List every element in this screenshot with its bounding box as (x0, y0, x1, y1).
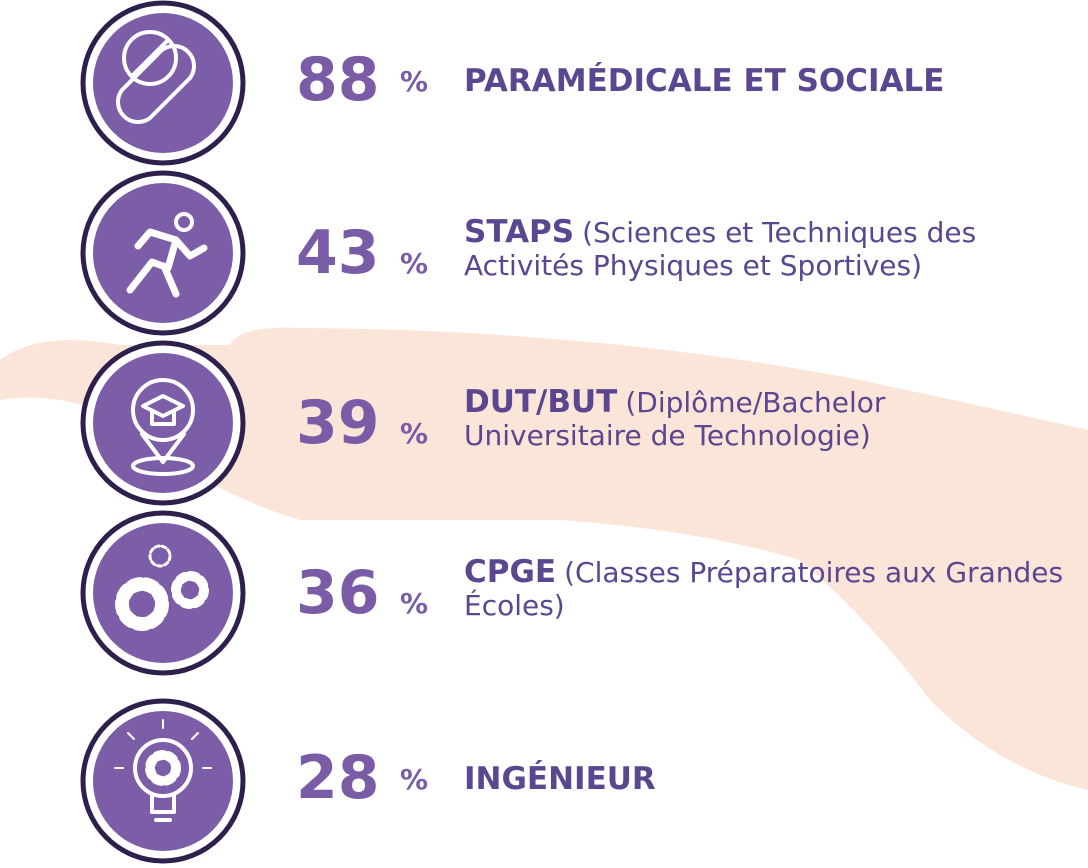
icon (80, 698, 246, 864)
label-name: STAPS (464, 214, 574, 250)
percent-value: 43 (296, 223, 380, 283)
label-name: CPGE (464, 554, 556, 590)
item: 36% CPGE(Classes Préparatoires aux Grande… (0, 510, 1088, 680)
icon (80, 340, 246, 506)
icon (80, 0, 246, 166)
icon (80, 510, 246, 676)
percent-sign: % (400, 590, 428, 618)
percent-value: 28 (296, 748, 380, 808)
label: STAPS(Sciences et Techniques des Activit… (464, 215, 1064, 281)
percent-value: 88 (296, 50, 380, 110)
label: DUT/BUT(Diplôme/Bachelor Universitaire d… (464, 385, 1064, 451)
percent-sign: % (400, 766, 428, 794)
item: 28% INGÉNIEUR (0, 698, 1088, 868)
percent-sign: % (400, 68, 428, 96)
percent-value: 36 (296, 563, 380, 623)
label: INGÉNIEUR (464, 762, 1064, 797)
item: 88% PARAMÉDICALE ET SOCIALE (0, 0, 1088, 170)
page: 88% PARAMÉDICALE ET SOCIALE 43% STAPS(Scien… (0, 0, 1088, 867)
label-name: INGÉNIEUR (464, 761, 656, 797)
label-name: DUT/BUT (464, 384, 617, 420)
item: 39% DUT/BUT(Diplôme/Bachelor Universitair… (0, 340, 1088, 510)
label-name: PARAMÉDICALE ET SOCIALE (464, 63, 945, 99)
percent-value: 39 (296, 393, 380, 453)
label: PARAMÉDICALE ET SOCIALE (464, 64, 1064, 99)
icon (80, 170, 246, 336)
label: CPGE(Classes Préparatoires aux Grandes É… (464, 555, 1064, 621)
percent-sign: % (400, 420, 428, 448)
icon-disc (93, 183, 233, 323)
percent-sign: % (400, 250, 428, 278)
item: 43% STAPS(Sciences et Techniques des Acti… (0, 170, 1088, 340)
